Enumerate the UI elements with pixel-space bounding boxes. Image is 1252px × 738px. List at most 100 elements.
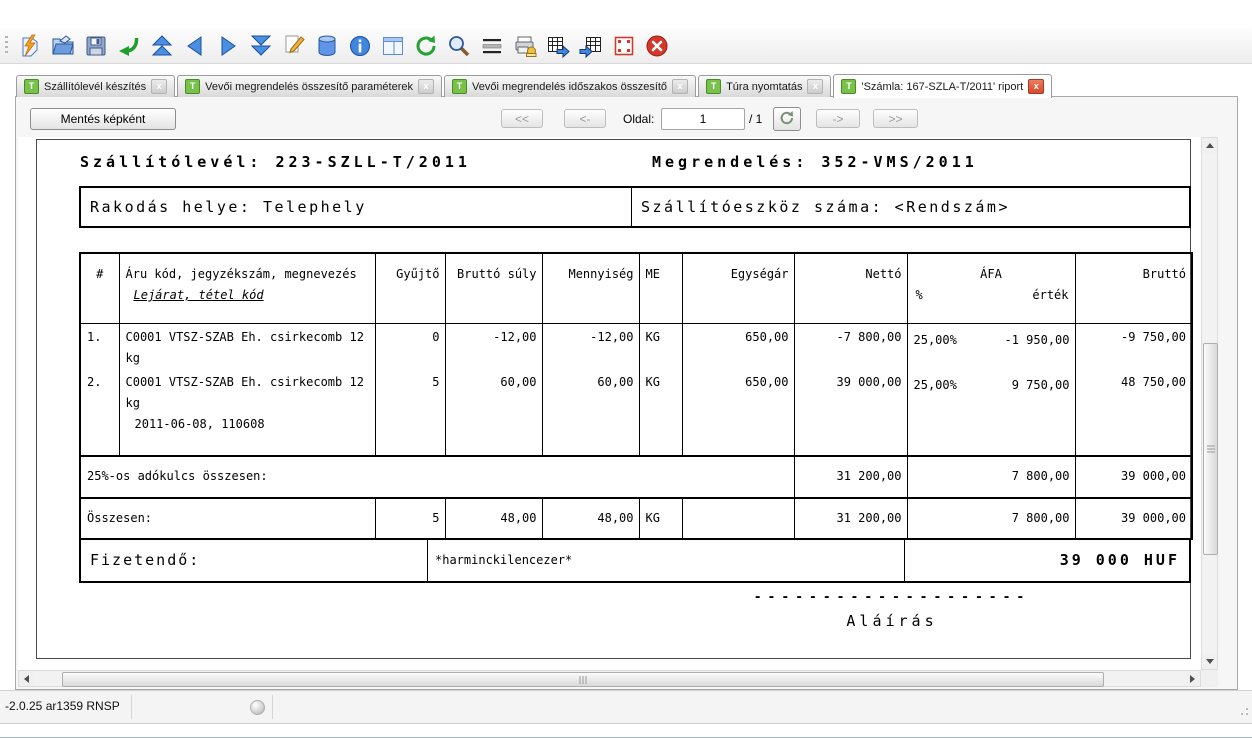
table-export-icon[interactable] (546, 34, 570, 58)
cell-afa: 25,00% 9 750,00 (906, 368, 1076, 456)
scroll-down-button[interactable] (1202, 654, 1217, 669)
toolbar-drag-handle[interactable] (5, 36, 8, 55)
tab-szamla-riport[interactable]: T 'Számla: 167-SZLA-T/2011' riport x (833, 74, 1053, 98)
tab-t-icon: T (706, 79, 722, 94)
cell-egysegar: 650,00 (681, 368, 795, 456)
resize-grip-icon[interactable] (1234, 701, 1248, 715)
database-icon[interactable] (315, 34, 339, 58)
total-afa-ertek: 7 800,00 (906, 497, 1076, 539)
table-header-row: # Áru kód, jegyzékszám, megnevezés Lejár… (79, 252, 1193, 324)
vehicle-number: Szállítóeszköz száma: <Rendszám> (641, 198, 1010, 216)
thumb-grip-icon (579, 675, 587, 684)
cell-brutto: 48 750,00 (1074, 368, 1193, 456)
tax-afa-ertek: 7 800,00 (906, 454, 1076, 499)
item-row-2: 2. C0001 VTSZ-SZAB Eh. csirkecomb 12 kg … (79, 368, 1193, 456)
refresh-icon[interactable] (414, 34, 438, 58)
reload-page-button[interactable] (773, 107, 801, 131)
cell-brutto-suly: -12,00 (444, 323, 543, 369)
undo-arrow-icon[interactable] (117, 34, 141, 58)
cell-item: C0001 VTSZ-SZAB Eh. csirkecomb 12 kg 201… (118, 368, 376, 456)
col-egysegar: Egységár (681, 252, 795, 324)
reload-icon (779, 110, 795, 129)
horizontal-scroll-thumb[interactable] (62, 672, 1104, 687)
arrow-left-icon (24, 674, 29, 683)
cell-egysegar: 650,00 (681, 323, 795, 369)
print-setup-icon[interactable] (513, 34, 537, 58)
prev-page-button[interactable]: <- (564, 109, 606, 128)
cell-netto: -7 800,00 (793, 323, 908, 369)
report-flash-icon[interactable] (18, 34, 42, 58)
tab-label: Vevői megrendelés időszakos összesítő (472, 80, 668, 93)
scroll-right-button[interactable] (1185, 671, 1200, 686)
tab-label: Vevői megrendelés összesítő paraméterek (205, 80, 413, 93)
tab-bar: T Szállítólevél készítés x T Vevői megre… (16, 73, 1237, 98)
table-import-icon[interactable] (579, 34, 603, 58)
save-icon[interactable] (84, 34, 108, 58)
tab-vevoi-megrendeles-osszesito-parameterek[interactable]: T Vevői megrendelés összesítő paramétere… (177, 75, 442, 97)
preview-window-icon[interactable] (381, 34, 405, 58)
scrollbar-corner (1201, 670, 1218, 687)
close-report-icon[interactable] (645, 34, 669, 58)
cell-me: KG (638, 323, 683, 369)
last-page-button[interactable]: >> (873, 109, 918, 128)
total-me: KG (638, 497, 683, 539)
payable-row: Fizetendő: *harminckilencezer* 39 000 HU… (79, 539, 1191, 583)
tab-t-icon: T (185, 79, 201, 94)
horizontal-scrollbar[interactable] (18, 670, 1201, 687)
tab-close-icon[interactable]: x (672, 79, 689, 94)
status-separator (131, 695, 132, 719)
tax-netto: 31 200,00 (793, 454, 908, 499)
total-netto: 31 200,00 (793, 497, 908, 539)
page-total-label: / 1 (749, 112, 763, 126)
cell-brutto-suly: 60,00 (444, 368, 543, 456)
scroll-left-button[interactable] (19, 671, 34, 686)
col-item-line2: Lejárat, tétel kód (133, 288, 264, 302)
prev-page-icon[interactable] (183, 34, 207, 58)
zoom-icon[interactable] (447, 34, 471, 58)
tab-close-icon[interactable]: x (151, 79, 168, 94)
page-label: Oldal: (623, 112, 655, 126)
col-gyujto: Gyűjtő (374, 252, 446, 324)
tab-close-icon[interactable]: x (1028, 79, 1045, 94)
vertical-scroll-thumb[interactable] (1203, 343, 1218, 555)
last-page-icon[interactable] (249, 34, 273, 58)
total-gyujto: 5 (374, 497, 446, 539)
cell-afa-pct: 25,00% (913, 377, 957, 392)
open-folder-icon[interactable] (51, 34, 75, 58)
col-mennyiseg: Mennyiség (541, 252, 640, 324)
cell-brutto: -9 750,00 (1074, 323, 1193, 369)
first-page-icon[interactable] (150, 34, 174, 58)
scroll-up-button[interactable] (1202, 138, 1217, 153)
page-margins-icon[interactable] (480, 34, 504, 58)
tab-t-icon: T (452, 79, 467, 94)
cell-afa: 25,00% -1 950,00 (906, 323, 1076, 369)
thumb-grip-icon (1206, 445, 1215, 453)
next-page-button[interactable]: -> (816, 109, 860, 128)
cell-netto: 39 000,00 (793, 368, 908, 456)
items-table-wrap: # Áru kód, jegyzékszám, megnevezés Lejár… (79, 252, 1193, 583)
info-icon[interactable] (348, 34, 372, 58)
col-netto: Nettó (793, 252, 908, 324)
tab-vevoi-megrendeles-idoszakos-osszesito[interactable]: T Vevői megrendelés időszakos összesítő … (444, 75, 697, 97)
page-number-input[interactable] (661, 108, 745, 130)
next-page-icon[interactable] (216, 34, 240, 58)
status-indicator-icon (250, 700, 265, 715)
tab-tura-nyomtatas[interactable]: T Túra nyomtatás x (698, 75, 832, 97)
cell-afa-pct: 25,00% (913, 332, 957, 347)
payable-label: Fizetendő: (81, 539, 428, 581)
tab-close-icon[interactable]: x (418, 79, 434, 94)
col-afa: ÁFA % érték (906, 252, 1076, 324)
total-egysegar (681, 497, 795, 539)
tax-brutto: 39 000,00 (1074, 454, 1193, 499)
vertical-scrollbar[interactable] (1201, 137, 1218, 670)
tab-close-icon[interactable]: x (807, 79, 824, 94)
delivery-note-title: Szállítólevél: 223-SZLL-T/2011 (80, 153, 471, 171)
fullscreen-icon[interactable] (612, 34, 636, 58)
save-as-image-button[interactable]: Mentés képként (30, 108, 176, 130)
edit-icon[interactable] (282, 34, 306, 58)
tab-label: Túra nyomtatás (726, 80, 803, 93)
cell-item-name: C0001 VTSZ-SZAB Eh. csirkecomb 12 kg (125, 374, 364, 410)
cell-num: 1. (79, 323, 120, 369)
first-page-button[interactable]: << (501, 109, 543, 128)
tab-szallitolevel-keszites[interactable]: T Szállítólevél készítés x (16, 75, 176, 97)
